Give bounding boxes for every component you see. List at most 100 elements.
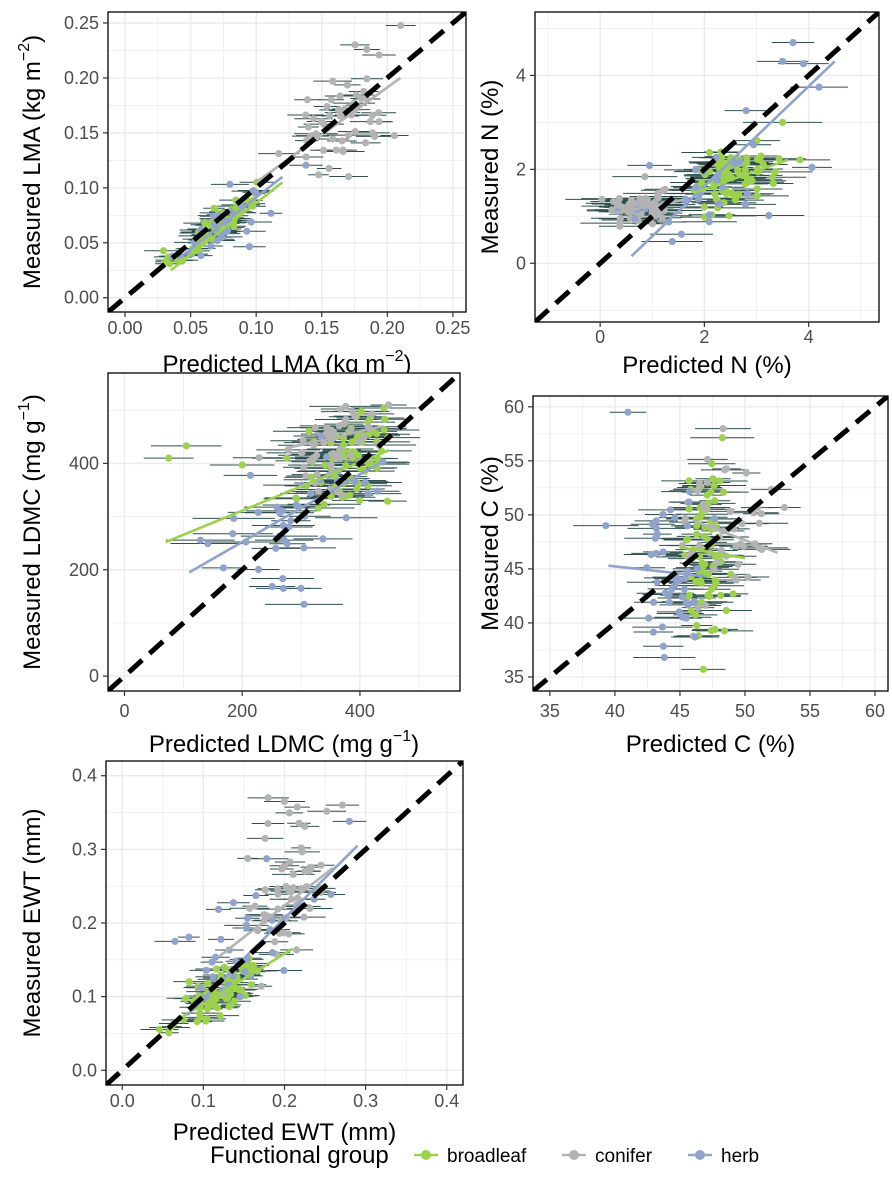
point-broadleaf	[357, 407, 365, 415]
point-herb	[815, 83, 823, 91]
point-herb	[705, 218, 713, 226]
point-conifer	[755, 519, 763, 527]
point-conifer	[703, 478, 711, 487]
point-broadleaf	[709, 475, 717, 483]
point-conifer	[303, 96, 311, 104]
point-conifer	[616, 215, 624, 223]
point-broadleaf	[693, 530, 701, 538]
y-axis-title: Measured N (%)	[477, 80, 504, 255]
point-conifer	[336, 445, 344, 453]
point-conifer	[343, 81, 351, 89]
point-broadleaf	[720, 627, 729, 635]
point-herb	[280, 966, 288, 975]
y-tick-label: 0.3	[72, 839, 97, 859]
point-conifer	[245, 904, 254, 912]
point-conifer	[661, 185, 669, 193]
point-herb	[749, 141, 758, 149]
point-herb	[351, 478, 359, 486]
point-broadleaf	[718, 434, 726, 442]
point-broadleaf	[748, 177, 756, 185]
point-herb	[660, 653, 668, 662]
point-broadleaf	[716, 477, 724, 485]
x-tick-label: 0.00	[108, 318, 143, 338]
point-herb	[679, 613, 687, 621]
point-broadleaf	[230, 222, 238, 230]
point-conifer	[368, 410, 376, 418]
x-tick-label: 0.05	[173, 318, 208, 338]
point-conifer	[271, 938, 279, 946]
legend-label-conifer: conifer	[595, 1146, 653, 1167]
point-conifer	[286, 858, 294, 866]
point-conifer	[302, 153, 310, 161]
fit-line-broadleaf	[693, 158, 789, 195]
point-conifer	[280, 862, 288, 870]
point-herb	[273, 503, 281, 511]
point-herb	[246, 471, 255, 479]
point-herb	[710, 515, 718, 523]
point-herb	[685, 487, 694, 496]
point-conifer	[658, 214, 666, 222]
point-broadleaf	[321, 461, 329, 469]
x-tick-label: 50	[735, 701, 755, 721]
gridlines	[108, 373, 460, 691]
point-herb	[659, 642, 667, 650]
y-axis-title: Measured EWT (mm)	[19, 809, 46, 1038]
point-broadleaf	[722, 190, 730, 198]
point-conifer	[255, 454, 263, 462]
point-herb	[247, 218, 255, 226]
y-tick-label: 35	[504, 667, 524, 687]
x-tick-label: 0.4	[434, 1091, 459, 1111]
point-herb	[267, 209, 275, 217]
point-conifer	[648, 220, 657, 228]
point-broadleaf	[717, 591, 725, 599]
point-herb	[300, 600, 308, 608]
point-herb	[213, 236, 222, 245]
point-broadleaf	[707, 585, 715, 593]
point-broadleaf	[226, 990, 235, 998]
point-conifer	[260, 911, 268, 919]
x-axis-title: Predicted EWT (mm)	[173, 1119, 397, 1146]
point-conifer	[311, 424, 320, 432]
point-herb	[649, 628, 658, 636]
point-broadleaf	[320, 500, 328, 508]
fit-line-conifer	[692, 519, 778, 554]
point-broadleaf	[697, 579, 705, 587]
y-tick-label: 2	[516, 159, 526, 179]
point-herb	[297, 584, 305, 592]
point-conifer	[319, 146, 328, 154]
point-broadleaf	[729, 590, 737, 598]
y-tick-label: 45	[504, 559, 524, 579]
one-to-one-line	[108, 373, 460, 691]
point-broadleaf	[769, 179, 777, 188]
point-broadleaf	[701, 560, 709, 569]
point-herb	[778, 57, 787, 65]
point-herb	[322, 453, 331, 461]
point-herb	[741, 200, 750, 208]
point-herb	[684, 522, 692, 530]
x-tick-label: 0.10	[239, 318, 274, 338]
point-broadleaf	[753, 192, 761, 200]
point-herb	[226, 180, 234, 188]
point-conifer	[654, 189, 662, 197]
point-conifer	[695, 542, 703, 550]
point-herb	[327, 890, 335, 899]
y-tick-label: 400	[69, 453, 99, 473]
point-herb	[631, 215, 639, 223]
point-herb	[691, 184, 700, 192]
point-herb	[789, 38, 797, 47]
point-conifer	[732, 576, 740, 584]
panel-border	[532, 395, 889, 692]
point-conifer	[713, 558, 721, 566]
point-conifer	[694, 603, 702, 612]
point-broadleaf	[707, 626, 715, 635]
point-herb	[666, 506, 675, 514]
point-broadleaf	[225, 1003, 233, 1011]
legend-key-point-broadleaf	[421, 1150, 431, 1160]
point-broadleaf	[353, 485, 361, 493]
point-broadleaf	[685, 505, 693, 513]
point-conifer	[384, 401, 393, 409]
point-herb	[279, 521, 287, 530]
point-broadleaf	[283, 454, 291, 462]
point-broadleaf	[703, 491, 711, 499]
point-broadleaf	[699, 665, 707, 673]
